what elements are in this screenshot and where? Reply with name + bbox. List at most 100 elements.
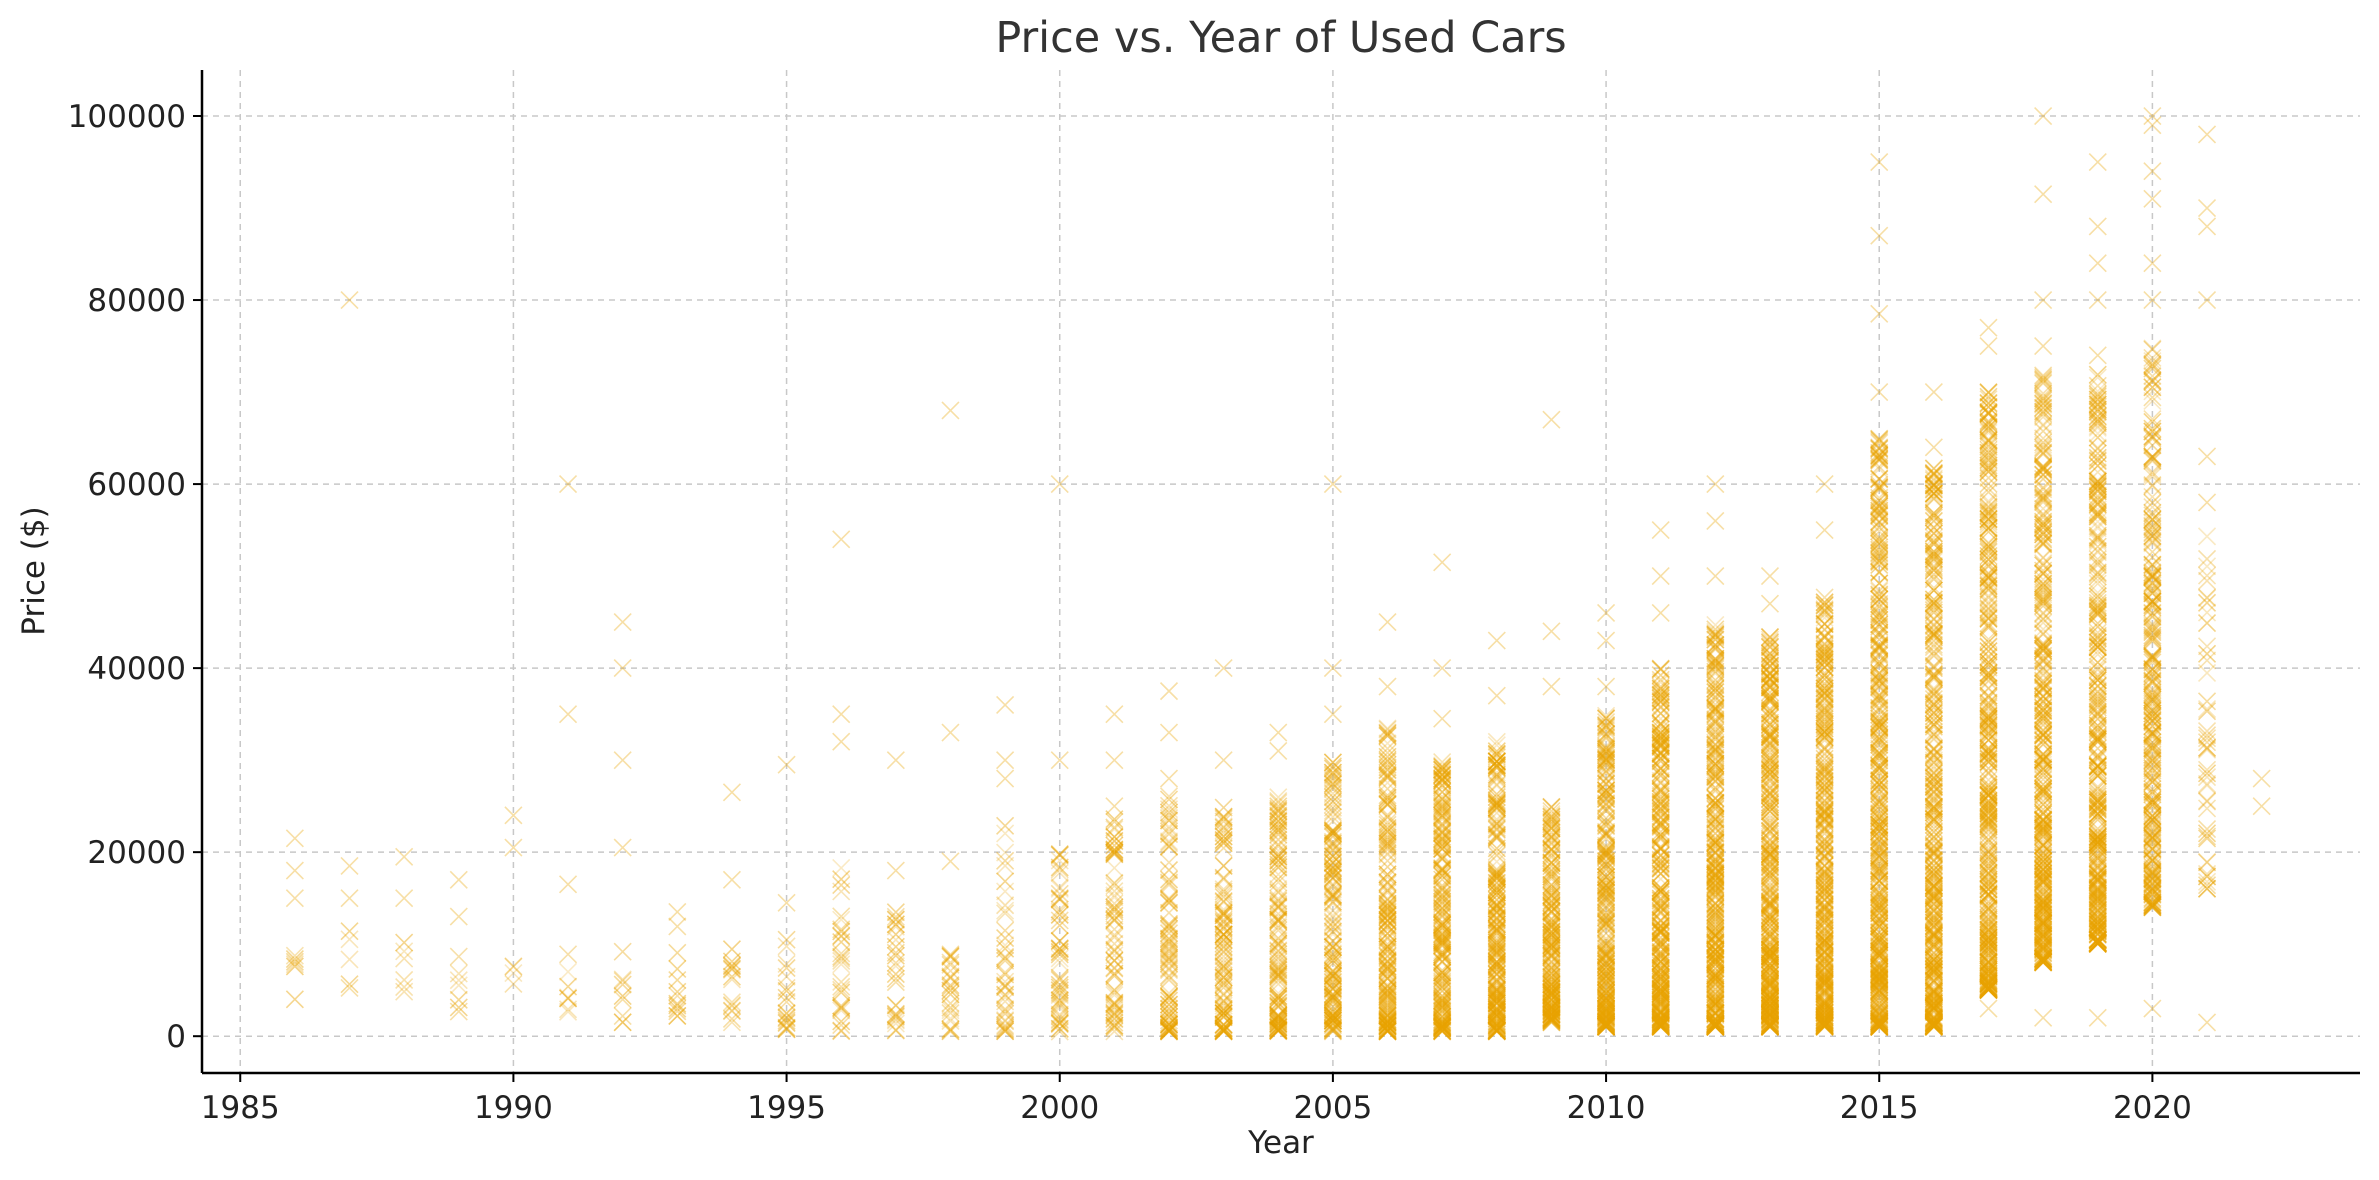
data-point	[941, 981, 960, 1000]
data-point	[1214, 1015, 1233, 1035]
data-point	[1323, 845, 1342, 864]
data-point	[1269, 988, 1288, 1007]
data-point	[886, 910, 905, 929]
data-point	[1105, 942, 1124, 961]
data-point	[1050, 1022, 1069, 1041]
data-point	[1214, 1004, 1233, 1023]
data-point	[1105, 909, 1124, 929]
data-point	[1269, 935, 1288, 954]
data-point	[1050, 992, 1069, 1011]
data-point	[941, 945, 960, 964]
data-point	[996, 1022, 1015, 1041]
data-point	[1269, 858, 1288, 877]
data-point	[1214, 1015, 1233, 1034]
data-point	[1214, 830, 1233, 850]
data-point	[1159, 929, 1179, 949]
data-point	[449, 1002, 468, 1021]
data-point	[777, 1004, 796, 1023]
data-point	[1214, 999, 1233, 1018]
data-point	[1323, 976, 1342, 995]
data-point	[1323, 853, 1342, 872]
data-point	[722, 993, 742, 1012]
data-point	[1105, 827, 1124, 847]
data-point	[1214, 1020, 1233, 1040]
data-point	[1269, 947, 1288, 967]
data-point	[1269, 889, 1288, 908]
data-point	[1269, 997, 1288, 1017]
data-point	[1269, 847, 1288, 866]
data-point	[996, 978, 1015, 997]
data-point	[1269, 898, 1288, 917]
data-point	[1214, 914, 1233, 933]
data-point	[1214, 818, 1233, 837]
data-point	[1105, 844, 1124, 863]
data-point	[1050, 863, 1069, 882]
data-point	[1214, 1019, 1233, 1038]
data-point	[1214, 994, 1233, 1013]
data-point	[1214, 984, 1233, 1003]
data-point	[1159, 1015, 1179, 1034]
data-point	[1323, 1012, 1342, 1031]
data-point	[613, 970, 632, 989]
data-point	[1323, 795, 1342, 814]
data-point	[395, 933, 414, 952]
data-point	[1323, 759, 1342, 778]
data-point	[1214, 996, 1233, 1015]
data-point	[777, 1014, 796, 1033]
data-point	[1214, 830, 1233, 850]
data-point	[1323, 1014, 1342, 1033]
data-point	[1214, 1018, 1233, 1037]
data-point	[996, 951, 1015, 970]
data-point	[1214, 966, 1233, 985]
data-point	[613, 1013, 632, 1032]
data-point	[449, 990, 468, 1009]
data-point	[1105, 831, 1124, 850]
data-point	[722, 970, 742, 989]
data-point	[1924, 532, 1943, 552]
data-point	[1214, 906, 1233, 925]
data-point	[722, 952, 742, 971]
data-point	[832, 910, 851, 929]
data-point	[1269, 1018, 1288, 1037]
data-point	[1323, 771, 1342, 790]
data-point	[1159, 853, 1179, 872]
data-point	[1050, 1019, 1069, 1038]
data-point	[1214, 961, 1233, 980]
data-point	[1269, 1011, 1288, 1030]
data-point	[1269, 1020, 1288, 1039]
data-point	[1214, 1021, 1233, 1040]
data-point	[777, 1020, 796, 1039]
data-point	[1214, 930, 1233, 949]
data-point	[1323, 870, 1342, 889]
data-point	[1323, 784, 1342, 803]
data-point	[285, 949, 304, 969]
data-point	[1214, 798, 1233, 817]
data-point	[1214, 968, 1233, 987]
data-point	[1269, 994, 1288, 1013]
data-point	[777, 1019, 796, 1038]
data-point	[1214, 906, 1233, 925]
data-point	[722, 967, 742, 986]
data-point	[1323, 938, 1342, 957]
data-point	[1269, 1021, 1288, 1040]
data-point	[1323, 937, 1342, 957]
data-point	[1924, 503, 1943, 523]
data-point	[395, 942, 414, 961]
data-point	[1214, 827, 1233, 846]
data-point	[1269, 806, 1288, 825]
data-point	[1105, 1013, 1124, 1032]
data-point	[1105, 842, 1124, 862]
data-point	[1159, 817, 1179, 837]
data-point	[1159, 811, 1179, 830]
data-point	[1269, 1009, 1288, 1029]
data-point	[613, 971, 632, 990]
data-point	[1105, 900, 1124, 919]
data-point	[1323, 1005, 1342, 1025]
data-point	[1214, 931, 1233, 950]
data-point	[1214, 856, 1233, 876]
data-point	[722, 996, 742, 1015]
data-point	[886, 1006, 905, 1025]
data-point	[886, 910, 905, 929]
data-point	[1159, 995, 1179, 1014]
